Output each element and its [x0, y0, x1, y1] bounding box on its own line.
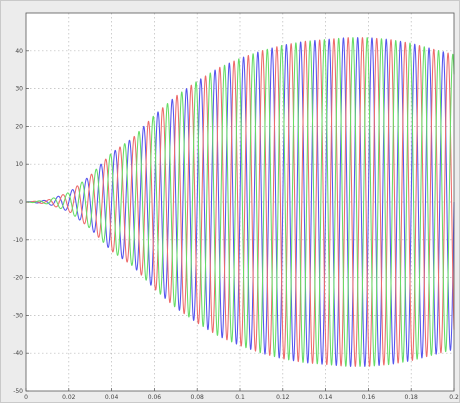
y-tick-label: -30: [13, 312, 23, 319]
y-tick-labels: 40 30 20 10 0 -10 -20 -30 -40 -50: [13, 48, 23, 395]
series-line-2: [25, 37, 455, 367]
x-tick-label: 0.1: [235, 394, 245, 401]
y-tick-label: -20: [13, 275, 23, 282]
y-tick-label: -50: [13, 388, 23, 395]
x-tick-label: 0.08: [191, 394, 205, 401]
x-tick-label: 0.2: [449, 394, 459, 401]
x-tick-label: 0.18: [405, 394, 419, 401]
y-tick-label: -40: [13, 350, 23, 357]
x-tick-label: 0.06: [148, 394, 162, 401]
x-tick-labels: 0 0.02 0.04 0.06 0.08 0.1 0.12 0.14 0.16 0.18 0.2: [24, 394, 459, 401]
x-tick-label: 0.04: [105, 394, 119, 401]
y-tick-label: 0: [19, 199, 23, 206]
x-tick-label: 0.12: [276, 394, 290, 401]
y-tick-label: -10: [13, 237, 23, 244]
y-tick-label: 40: [15, 48, 23, 55]
x-tick-label: 0.02: [62, 394, 76, 401]
x-tick-label: 0.14: [319, 394, 333, 401]
x-tick-label: 0.16: [362, 394, 376, 401]
series-line-3: [25, 37, 455, 367]
y-tick-label: 30: [15, 86, 23, 93]
series-line-1: [25, 37, 455, 367]
y-tick-label: 20: [15, 123, 23, 130]
series-group: [25, 37, 455, 367]
y-tick-label: 10: [15, 161, 23, 168]
tick-marks: [25, 50, 455, 392]
x-tick-label: 0: [24, 394, 28, 401]
